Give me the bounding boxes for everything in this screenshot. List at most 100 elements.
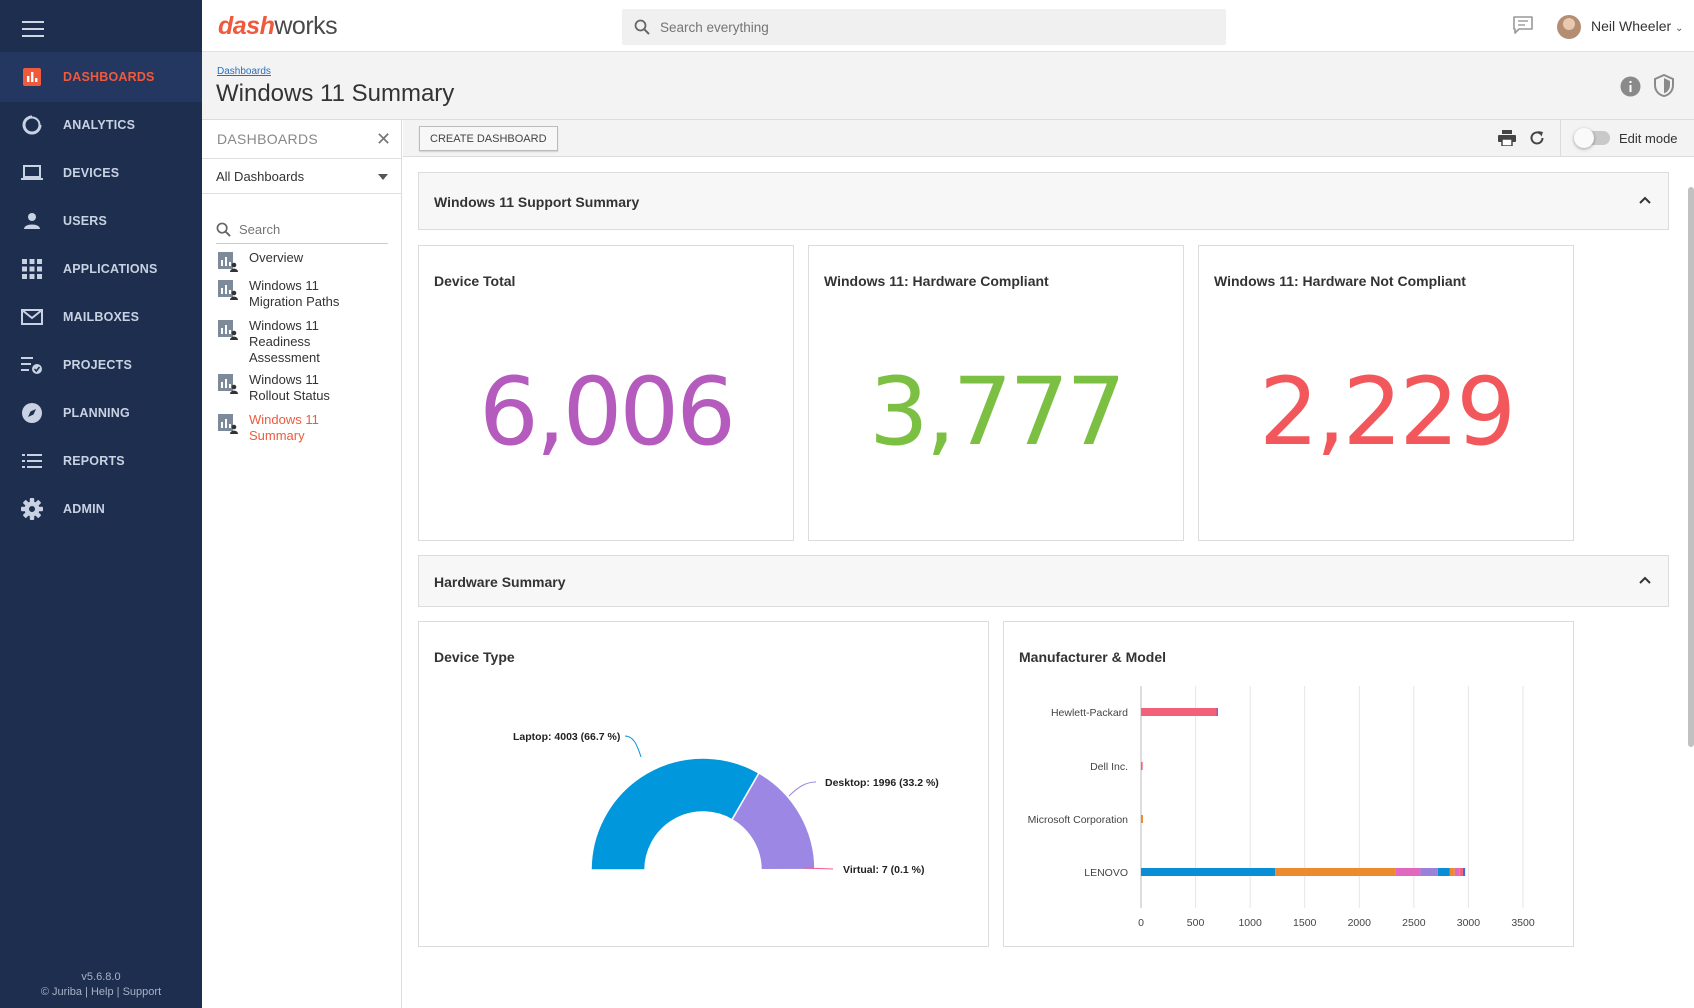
nav-item-reports[interactable]: REPORTS (0, 436, 202, 486)
nav-item-dashboards[interactable]: DASHBOARDS (0, 52, 202, 102)
gear-icon (21, 498, 43, 520)
dashboard-search-input[interactable] (239, 222, 379, 237)
nav-footer: v5.6.8.0 © Juriba | Help | Support (0, 970, 202, 1000)
x-tick-label: 3500 (1511, 917, 1535, 929)
dashboard-list-item[interactable]: Windows 11 Readiness Assessment (218, 318, 398, 366)
category-label: LENOVO (1084, 867, 1128, 879)
dashboard-list-label: Windows 11 Rollout Status (249, 372, 330, 403)
nav-item-analytics[interactable]: ANALYTICS (0, 100, 202, 150)
nav-item-projects[interactable]: PROJECTS (0, 340, 202, 390)
global-search[interactable] (622, 9, 1226, 45)
bar-segment[interactable] (1454, 868, 1460, 876)
breadcrumb[interactable]: Dashboards (217, 66, 271, 77)
user-avatar[interactable] (1557, 15, 1581, 39)
search-icon (634, 19, 650, 35)
refresh-icon[interactable] (1529, 130, 1545, 146)
category-label: Microsoft Corporation (1028, 814, 1129, 826)
dashboard-list-item[interactable]: Windows 11 Rollout Status (218, 372, 398, 404)
dashboard-user-icon (218, 280, 238, 300)
nav-item-mailboxes[interactable]: MAILBOXES (0, 292, 202, 342)
bar-segment[interactable] (1459, 868, 1463, 876)
checklist-icon (21, 354, 43, 376)
dashboard-list-item[interactable]: Overview (218, 250, 398, 272)
slice-label: Desktop: 1996 (33.2 %) (825, 777, 939, 789)
dashboard-list-item[interactable]: Windows 11 Migration Paths (218, 278, 398, 310)
dashboard-user-icon (218, 414, 238, 434)
bar-segment[interactable] (1141, 762, 1143, 770)
kpi-value[interactable]: 6,006 (478, 358, 736, 467)
menu-icon[interactable] (22, 21, 44, 39)
nav-item-applications[interactable]: APPLICATIONS (0, 244, 202, 294)
version-label: v5.6.8.0 (81, 971, 121, 983)
compass-icon (21, 402, 43, 424)
bar-segment[interactable] (1141, 708, 1217, 716)
edit-mode-toggle[interactable] (1574, 128, 1610, 148)
bar-segment[interactable] (1449, 868, 1455, 876)
x-tick-label: 1000 (1238, 917, 1262, 929)
x-tick-label: 1500 (1293, 917, 1317, 929)
chart-title: Manufacturer & Model (1019, 649, 1167, 665)
page-title: Windows 11 Summary (216, 80, 455, 107)
nav-item-label: MAILBOXES (63, 310, 140, 324)
dashboard-content: Windows 11 Support Summary Device Total … (403, 157, 1694, 1008)
kpi-card-compliant: Windows 11: Hardware Compliant 3,777 (808, 245, 1184, 541)
bar-segment[interactable] (1420, 868, 1438, 876)
donut-icon (21, 114, 43, 136)
chevron-up-icon[interactable] (1638, 193, 1652, 207)
info-icon[interactable] (1620, 76, 1641, 97)
chevron-up-icon[interactable] (1638, 573, 1652, 587)
user-menu[interactable]: Neil Wheeler ⌄ (1591, 18, 1684, 34)
kpi-title: Device Total (434, 273, 516, 289)
nav-item-planning[interactable]: PLANNING (0, 388, 202, 438)
kpi-value[interactable]: 2,229 (1258, 358, 1516, 467)
nav-item-users[interactable]: USERS (0, 196, 202, 246)
donut-slice-laptop[interactable] (590, 757, 760, 871)
copyright-label: © Juriba (40, 986, 82, 998)
hardware-summary-section: Hardware Summary (418, 555, 1669, 607)
dashboard-filter-select[interactable]: All Dashboards (202, 158, 402, 194)
nav-item-label: DEVICES (63, 166, 120, 180)
nav-item-label: ADMIN (63, 502, 105, 516)
dashworks-logo[interactable]: dashworks (218, 12, 338, 40)
edit-mode-label: Edit mode (1619, 131, 1678, 146)
dashboard-list-label: Windows 11 Summary (249, 412, 319, 443)
shield-icon[interactable] (1654, 74, 1674, 97)
bar-chart-icon (21, 66, 43, 88)
slice-label: Virtual: 7 (0.1 %) (843, 864, 925, 876)
bar-segment[interactable] (1141, 868, 1276, 876)
bar-segment[interactable] (1275, 868, 1396, 876)
mail-icon (21, 306, 43, 328)
kpi-card-not-compliant: Windows 11: Hardware Not Compliant 2,229 (1198, 245, 1574, 541)
nav-item-label: PROJECTS (63, 358, 132, 372)
chat-icon[interactable] (1512, 15, 1534, 35)
nav-item-devices[interactable]: DEVICES (0, 148, 202, 198)
help-link[interactable]: Help (90, 986, 114, 998)
section-title: Hardware Summary (434, 574, 566, 590)
bar-segment[interactable] (1141, 815, 1143, 823)
bar-segment[interactable] (1395, 868, 1421, 876)
bar-segment[interactable] (1216, 708, 1218, 716)
kpi-value[interactable]: 3,777 (868, 358, 1126, 467)
dashboard-list-label: Windows 11 Readiness Assessment (249, 318, 320, 365)
bar-segment[interactable] (1437, 868, 1450, 876)
kpi-card-device-total: Device Total 6,006 (418, 245, 794, 541)
category-label: Hewlett-Packard (1051, 707, 1128, 719)
dashboard-list-label: Windows 11 Migration Paths (249, 278, 340, 309)
kpi-title: Windows 11: Hardware Not Compliant (1214, 273, 1466, 289)
dashboard-list-item[interactable]: Windows 11 Summary (218, 412, 398, 444)
device-type-chart: Laptop: 4003 (66.7 %) Desktop: 1996 (33.2… (513, 731, 939, 876)
nav-item-admin[interactable]: ADMIN (0, 484, 202, 534)
dashboard-search[interactable] (216, 216, 388, 244)
create-dashboard-button[interactable]: CREATE DASHBOARD (419, 126, 558, 151)
x-tick-label: 3000 (1457, 917, 1481, 929)
global-search-input[interactable] (660, 19, 1180, 35)
close-icon[interactable]: ✕ (376, 129, 392, 149)
x-tick-label: 2000 (1348, 917, 1372, 929)
bar-segment[interactable] (1462, 868, 1466, 876)
caret-down-icon (378, 174, 388, 180)
nav-item-label: REPORTS (63, 454, 125, 468)
section-title: Windows 11 Support Summary (434, 194, 640, 210)
content-scrollbar[interactable] (1688, 157, 1694, 1008)
support-link[interactable]: Support (122, 986, 162, 998)
print-icon[interactable] (1498, 130, 1516, 146)
